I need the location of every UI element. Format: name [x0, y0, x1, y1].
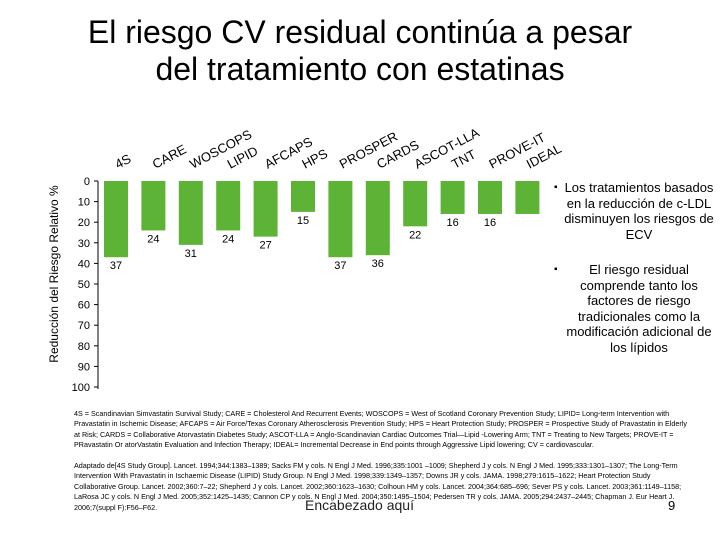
bar — [440, 181, 465, 214]
page-number: 9 — [668, 498, 676, 513]
data-label: 24 — [147, 233, 159, 245]
bar — [216, 181, 241, 231]
bar — [515, 181, 540, 214]
y-tick-label: 20 — [78, 217, 90, 229]
bar — [291, 181, 315, 212]
references: Adaptado de[4S Study Group]. Lancet. 199… — [74, 461, 682, 512]
y-tick-label: 0 — [84, 176, 90, 188]
data-label: 31 — [185, 248, 197, 260]
bar — [365, 181, 390, 256]
bullet-item: ▪ El riesgo residual comprende tanto los… — [554, 262, 716, 355]
abbreviations-note: 4S = Scandinavian Simvastatin Survival S… — [74, 409, 687, 450]
y-tick-label: 50 — [78, 279, 90, 291]
bullet-marker: ▪ — [554, 182, 558, 193]
bar — [104, 181, 128, 258]
y-tick-label: 30 — [78, 238, 90, 250]
data-label: 22 — [409, 229, 421, 241]
data-label: 37 — [110, 260, 122, 272]
data-label: 16 — [484, 217, 496, 229]
slide-title: El riesgo CV residual continúa a pesar d… — [40, 14, 680, 88]
y-tick-label: 70 — [78, 320, 90, 332]
bar — [403, 181, 428, 227]
bullet-item: ▪ Los tratamientos basados en la reducci… — [554, 180, 716, 242]
data-label: 15 — [297, 215, 309, 227]
bar — [141, 181, 166, 231]
y-tick-label: 90 — [78, 361, 90, 373]
category-label: 4S — [112, 151, 133, 172]
data-label: 27 — [259, 240, 271, 252]
y-tick-label: 40 — [78, 258, 90, 270]
title-line-2: del tratamiento con estatinas — [155, 51, 565, 87]
title-line-1: El riesgo CV residual continúa a pesar — [87, 14, 633, 50]
category-label: CARE — [150, 141, 189, 171]
data-label: 36 — [372, 258, 384, 270]
bullet-text: Los tratamientos basados en la reducción… — [564, 180, 714, 242]
bar — [178, 181, 203, 245]
data-label: 16 — [446, 217, 458, 229]
bar — [478, 181, 502, 214]
y-tick-label: 100 — [72, 382, 90, 394]
y-tick-label: 10 — [78, 197, 90, 209]
footer-text: Encabezado aquí — [305, 497, 414, 513]
y-tick-label: 80 — [78, 341, 90, 353]
bullet-marker: ▪ — [554, 264, 558, 275]
bar — [253, 181, 278, 237]
y-axis-title: Reducción del Riesgo Relativo % — [47, 185, 61, 363]
bullet-text: El riesgo residual comprende tanto los f… — [566, 262, 712, 355]
bar — [328, 181, 353, 258]
data-label: 37 — [334, 260, 346, 272]
y-tick-label: 60 — [78, 300, 90, 312]
data-label: 24 — [222, 233, 234, 245]
bullet-list: ▪ Los tratamientos basados en la reducci… — [554, 180, 716, 355]
